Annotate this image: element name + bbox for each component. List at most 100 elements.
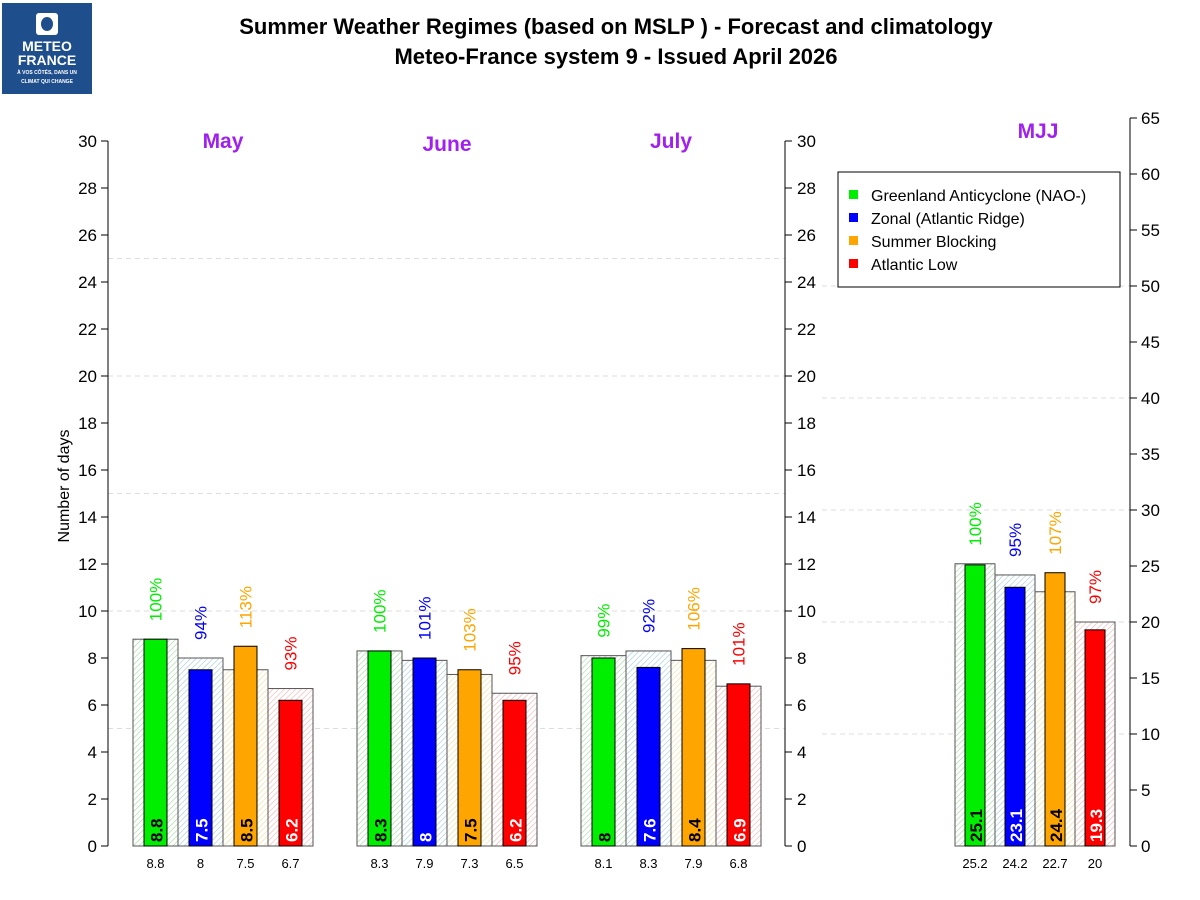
logo-tagline: CLIMAT QUI CHANGE [21,79,73,85]
y-tick-label: 26 [78,226,97,245]
climatology-value-label: 22.7 [1042,856,1067,871]
climatology-value-label: 8.1 [594,856,612,871]
group-label: MJJ [1018,120,1059,143]
percent-label: 95% [1006,523,1025,557]
y-tick-label: 2 [88,790,97,809]
forecast-value-label: 6.2 [507,818,526,842]
y-tick-label: 16 [78,461,97,480]
y-tick-label-right: 20 [797,367,816,386]
forecast-value-label: 24.4 [1047,808,1066,842]
climatology-value-label: 24.2 [1002,856,1027,871]
logo-text: METEO [22,38,72,54]
y-tick-label-right: 10 [797,602,816,621]
percent-label: 107% [1046,511,1065,554]
climatology-value-label: 7.5 [236,856,254,871]
y-tick-label-right: 4 [797,743,806,762]
legend-label: Summer Blocking [871,234,996,251]
y-tick-label-season: 25 [1141,557,1160,576]
percent-label: 113% [237,586,256,628]
y-tick-label: 10 [78,602,97,621]
y-tick-label-right: 0 [797,837,806,856]
y-tick-label: 18 [78,414,97,433]
y-tick-label-right: 26 [797,226,816,245]
forecast-bar [367,650,392,847]
forecast-value-label: 8 [417,833,436,842]
y-tick-label-season: 5 [1141,781,1150,800]
y-tick-label-season: 15 [1141,669,1160,688]
climatology-value-label: 6.8 [729,856,747,871]
legend-swatch [849,259,858,268]
forecast-value-label: 8 [596,833,615,842]
y-tick-label: 22 [78,320,97,339]
percent-label: 99% [595,604,614,638]
forecast-bar [143,638,168,847]
percent-label: 95% [506,641,525,675]
legend-swatch [849,236,858,245]
group-label: July [650,130,692,153]
legend-label: Greenland Anticyclone (NAO-) [871,188,1086,205]
percent-label: 94% [192,606,211,640]
y-tick-label-right: 28 [797,179,816,198]
y-tick-label-season: 0 [1141,837,1150,856]
y-tick-label-season: 20 [1141,613,1160,632]
y-tick-label-right: 18 [797,414,816,433]
forecast-bar [502,699,527,847]
percent-label: 101% [730,622,749,665]
percent-label: 97% [1086,570,1105,604]
climatology-value-label: 6.5 [505,856,523,871]
forecast-bar [726,683,751,847]
group-label: May [203,130,244,153]
chart-title: Summer Weather Regimes (based on MSLP ) … [239,14,993,39]
forecast-bar [278,699,303,847]
forecast-bar [457,669,482,847]
y-tick-label-season: 60 [1141,165,1160,184]
y-tick-label: 6 [88,696,97,715]
legend-label: Zonal (Atlantic Ridge) [871,211,1025,228]
percent-label: 100% [147,578,166,621]
logo-tagline: À VOS CÔTÉS, DANS UN [17,70,77,76]
forecast-value-label: 6.2 [283,818,302,842]
climatology-value-label: 7.9 [415,856,433,871]
y-tick-label: 0 [88,837,97,856]
y-tick-label-right: 24 [797,273,816,292]
forecast-bar [591,657,616,847]
y-tick-label-right: 6 [797,696,806,715]
legend-swatch [849,213,858,222]
percent-label: 93% [282,637,301,671]
climatology-value-label: 6.7 [281,856,299,871]
y-tick-label-season: 40 [1141,389,1160,408]
forecast-bar [188,669,213,847]
y-tick-label: 30 [78,132,97,151]
y-tick-label-right: 8 [797,649,806,668]
climatology-value-label: 25.2 [962,856,987,871]
forecast-bar [1044,572,1066,847]
forecast-bar [1084,629,1106,847]
climatology-value-label: 7.9 [684,856,702,871]
y-tick-label-season: 65 [1141,109,1160,128]
climatology-value-label: 8.3 [639,856,657,871]
climatology-value-label: 7.3 [460,856,478,871]
forecast-bar [681,648,706,847]
logo-mark-icon [36,13,58,35]
forecast-value-label: 7.6 [641,818,660,842]
forecast-value-label: 6.9 [731,818,750,842]
group-label: June [422,133,471,156]
percent-label: 103% [461,608,480,651]
legend [837,171,1121,288]
climatology-value-label: 8.3 [370,856,388,871]
forecast-value-label: 8.5 [238,818,257,842]
climatology-value-label: 8 [197,856,204,871]
forecast-value-label: 7.5 [462,818,481,842]
y-tick-label: 12 [78,555,97,574]
y-tick-label-right: 22 [797,320,816,339]
y-tick-label: 4 [88,743,97,762]
forecast-bar [233,645,258,847]
y-tick-label-right: 14 [797,508,816,527]
legend-label: Atlantic Low [871,257,958,274]
forecast-bar [412,657,437,847]
y-tick-label-right: 12 [797,555,816,574]
y-tick-label-season: 55 [1141,221,1160,240]
forecast-value-label: 23.1 [1007,809,1026,842]
climatology-value-label: 20 [1088,856,1102,871]
